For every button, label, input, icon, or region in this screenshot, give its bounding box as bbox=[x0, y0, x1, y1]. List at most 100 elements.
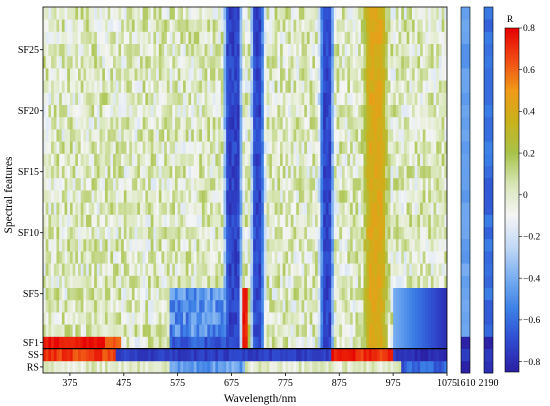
heatmap-cell bbox=[253, 177, 257, 191]
heatmap-cell bbox=[296, 92, 300, 105]
heatmap-cell bbox=[341, 348, 346, 362]
heatmap-cell bbox=[425, 263, 429, 276]
heatmap-cell bbox=[96, 92, 100, 105]
heatmap-cell bbox=[374, 55, 378, 69]
heatmap-cell bbox=[395, 153, 399, 166]
heatmap-cell bbox=[193, 19, 197, 32]
heatmap-cell bbox=[430, 348, 434, 362]
heatmap-cell bbox=[199, 31, 203, 44]
heatmap-cell bbox=[185, 31, 189, 44]
heatmap-cell bbox=[296, 275, 300, 288]
heatmap-cell bbox=[255, 31, 259, 44]
heatmap-cell bbox=[422, 55, 426, 69]
heatmap-cell bbox=[131, 80, 135, 93]
heatmap-cell bbox=[328, 92, 332, 105]
heatmap-cell bbox=[245, 7, 249, 20]
heatmap-cell bbox=[45, 141, 49, 154]
heatmap-cell bbox=[185, 360, 189, 373]
heatmap-cell bbox=[382, 129, 386, 142]
heatmap-cell bbox=[309, 43, 313, 57]
heatmap-cell bbox=[174, 116, 179, 130]
heatmap-cell bbox=[56, 116, 60, 130]
heatmap-cell bbox=[231, 263, 235, 276]
heatmap-cell bbox=[376, 348, 381, 362]
heatmap-cell bbox=[156, 165, 160, 179]
heatmap-cell bbox=[363, 153, 367, 166]
heatmap-cell bbox=[107, 336, 111, 349]
heatmap-cell bbox=[245, 80, 249, 93]
heatmap-cell bbox=[336, 129, 340, 142]
heatmap-cell bbox=[347, 263, 351, 276]
heatmap-cell bbox=[339, 92, 343, 105]
heatmap-cell bbox=[131, 43, 135, 57]
heatmap-cell bbox=[376, 92, 381, 105]
heatmap-cell bbox=[207, 360, 211, 373]
heatmap-cell bbox=[223, 7, 227, 20]
heatmap-cell bbox=[102, 275, 106, 288]
heatmap-cell bbox=[428, 104, 432, 118]
heatmap-cell bbox=[56, 287, 60, 301]
heatmap-cell bbox=[188, 19, 192, 32]
heatmap-cell bbox=[358, 299, 362, 313]
heatmap-cell bbox=[387, 190, 391, 203]
heatmap-cell bbox=[347, 116, 351, 130]
heatmap-cell bbox=[118, 92, 122, 105]
heatmap-cell bbox=[180, 360, 184, 373]
heatmap-cell bbox=[102, 360, 106, 373]
heatmap-cell bbox=[395, 336, 399, 349]
heatmap-cell bbox=[207, 287, 211, 301]
heatmap-cell bbox=[269, 31, 273, 44]
heatmap-cell bbox=[363, 336, 367, 349]
heatmap-cell bbox=[274, 129, 278, 142]
heatmap-cell bbox=[274, 92, 278, 105]
heatmap-cell bbox=[336, 275, 340, 288]
heatmap-cell bbox=[45, 92, 49, 105]
heatmap-cell bbox=[422, 141, 426, 154]
heatmap-cell bbox=[51, 177, 55, 191]
heatmap-cell bbox=[201, 214, 205, 227]
heatmap-cell bbox=[344, 104, 348, 118]
heatmap-cell bbox=[201, 348, 205, 362]
heatmap-cell bbox=[61, 287, 65, 301]
heatmap-cell bbox=[123, 251, 127, 264]
heatmap-cell bbox=[142, 43, 146, 57]
heatmap-cell bbox=[390, 336, 394, 349]
heatmap-cell bbox=[48, 43, 52, 57]
heatmap-cell bbox=[115, 360, 119, 373]
heatmap-cell bbox=[441, 287, 445, 301]
heatmap-cell bbox=[328, 177, 332, 191]
heatmap-cell bbox=[242, 7, 246, 20]
heatmap-cell bbox=[196, 226, 200, 240]
heatmap-cell bbox=[196, 19, 200, 32]
heatmap-cell bbox=[142, 55, 146, 69]
heatmap-cell bbox=[207, 129, 211, 142]
heatmap-cell bbox=[358, 263, 362, 276]
heatmap-cell bbox=[96, 251, 100, 264]
heatmap-cell bbox=[137, 360, 141, 373]
heatmap-cell bbox=[88, 104, 92, 118]
heatmap-cell bbox=[288, 226, 292, 240]
heatmap-cell bbox=[336, 251, 340, 264]
heatmap-cell bbox=[247, 190, 251, 203]
extra-band-cell bbox=[461, 55, 470, 69]
heatmap-cell bbox=[185, 153, 189, 166]
heatmap-cell bbox=[360, 43, 364, 57]
heatmap-cell bbox=[393, 19, 397, 32]
heatmap-cell bbox=[414, 202, 418, 215]
heatmap-cell bbox=[134, 238, 138, 252]
heatmap-cell bbox=[199, 129, 203, 142]
heatmap-cell bbox=[315, 238, 319, 252]
heatmap-cell bbox=[368, 263, 372, 276]
heatmap-cell bbox=[166, 202, 170, 215]
heatmap-cell bbox=[411, 80, 416, 93]
heatmap-cell bbox=[121, 312, 125, 325]
heatmap-cell bbox=[236, 116, 241, 130]
heatmap-cell bbox=[344, 177, 348, 191]
heatmap-cell bbox=[139, 7, 144, 20]
heatmap-cell bbox=[199, 238, 203, 252]
heatmap-cell bbox=[69, 31, 74, 44]
heatmap-cell bbox=[164, 214, 168, 227]
heatmap-cell bbox=[341, 141, 346, 154]
heatmap-cell bbox=[368, 312, 372, 325]
heatmap-cell bbox=[172, 312, 176, 325]
